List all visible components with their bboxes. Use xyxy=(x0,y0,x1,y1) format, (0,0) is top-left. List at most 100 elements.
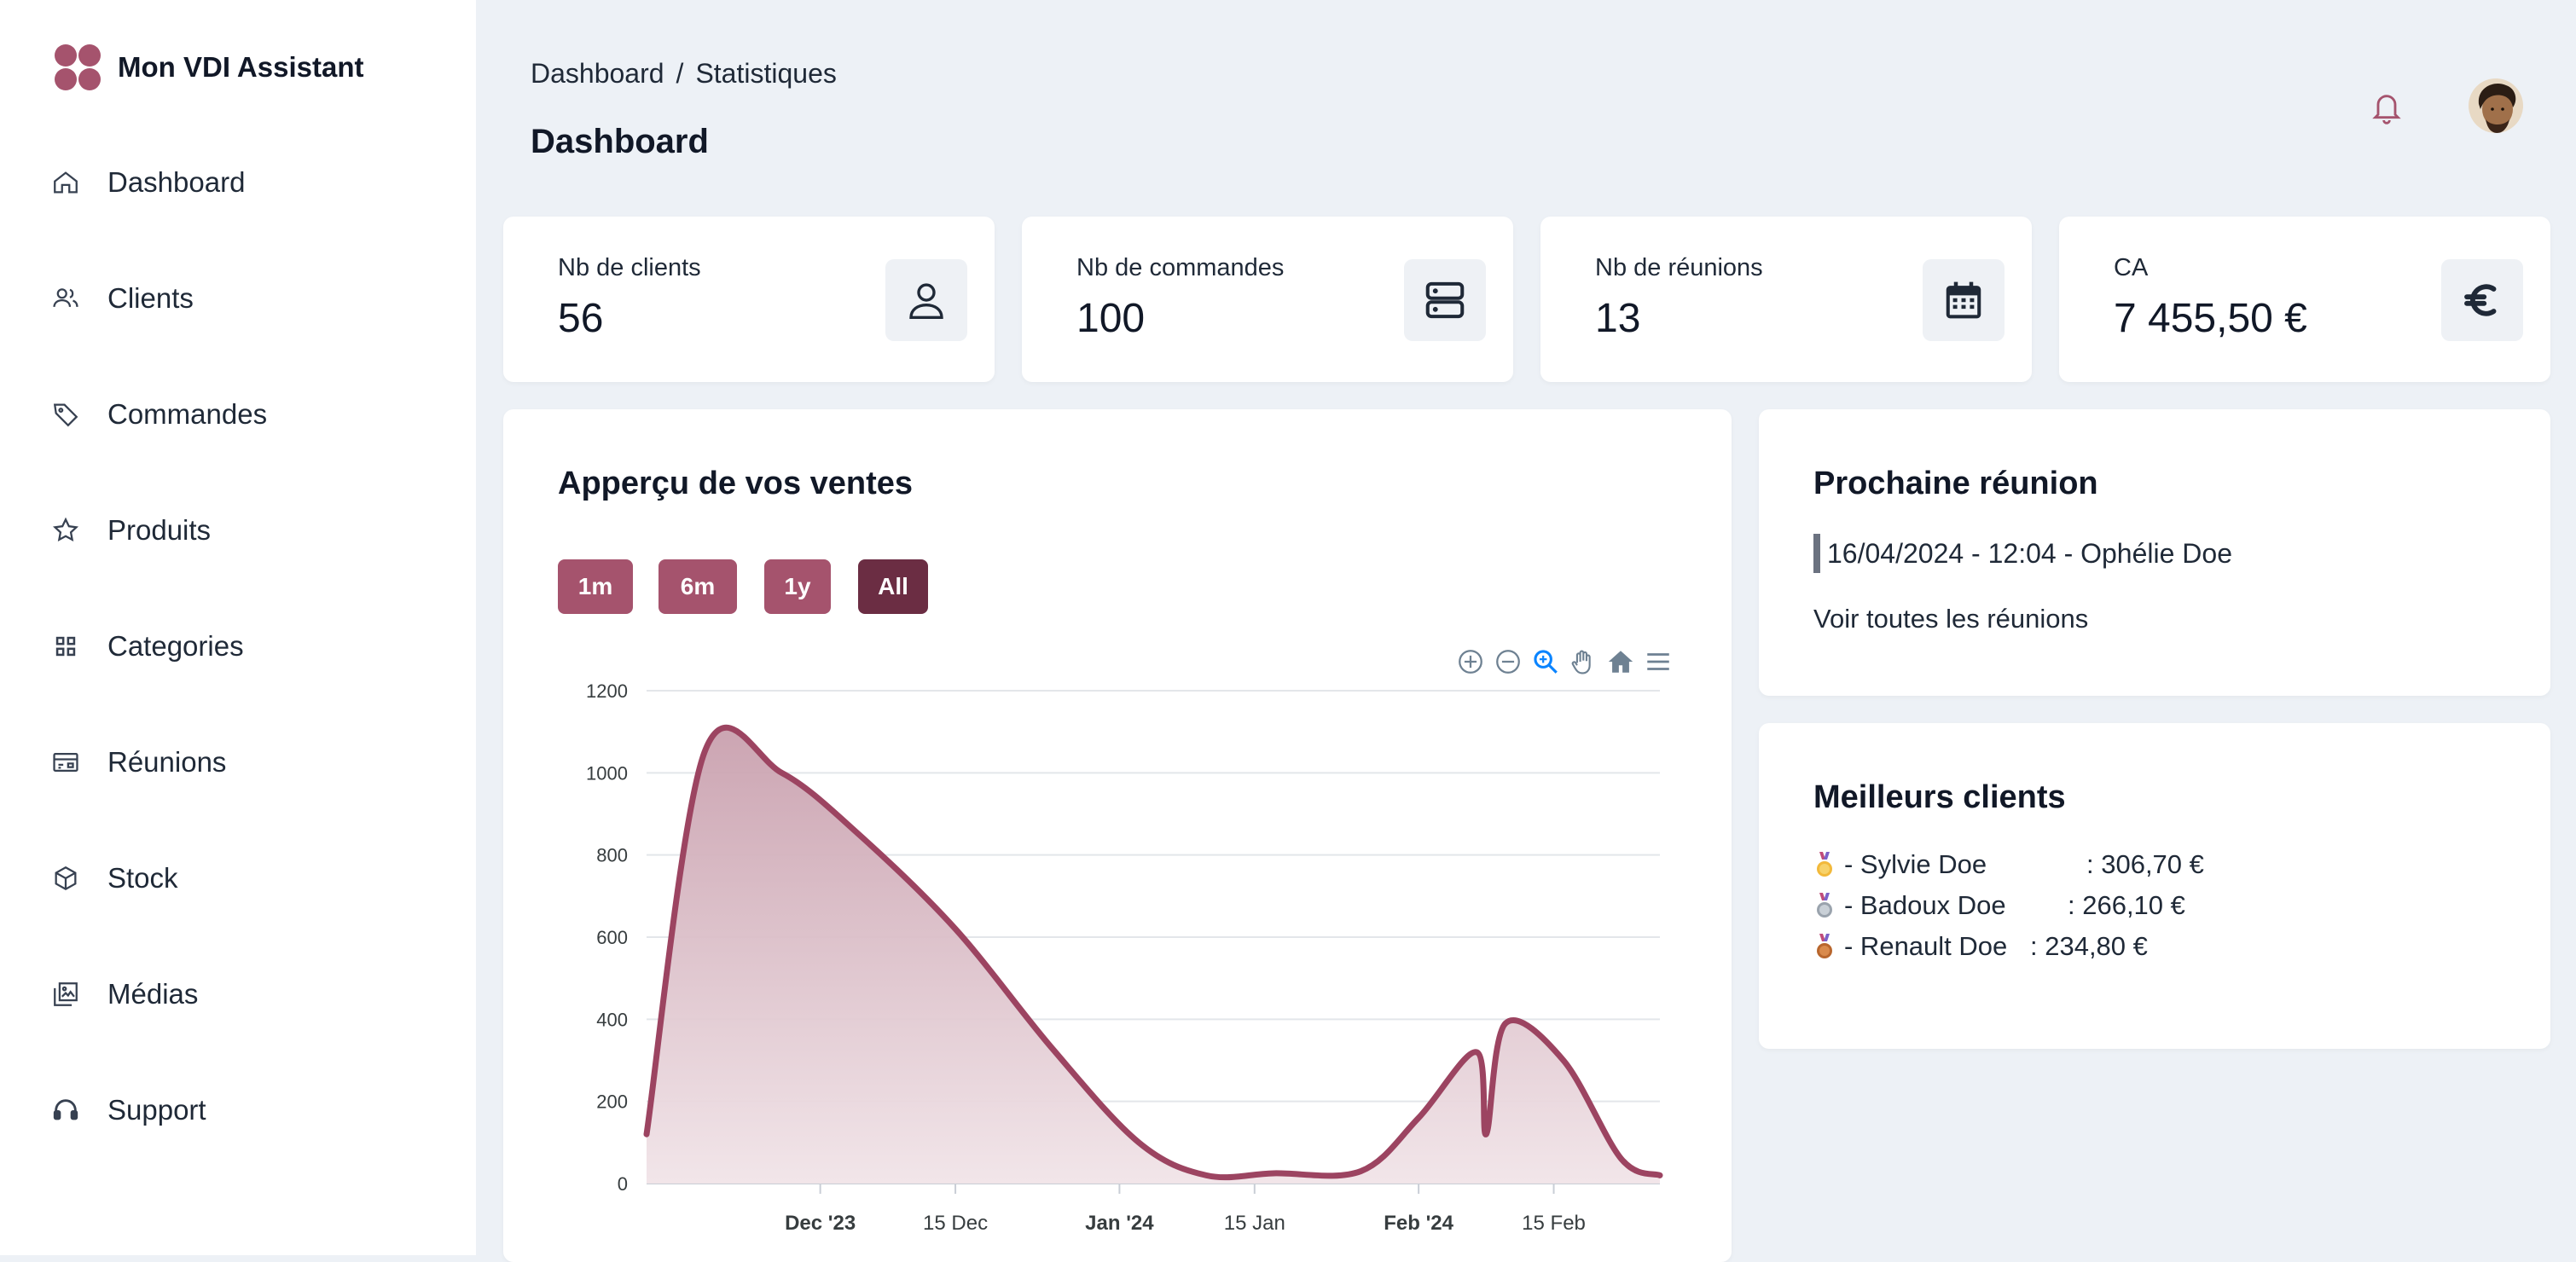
sidebar-item-label: Produits xyxy=(107,514,212,546)
stat-value: 100 xyxy=(1076,296,1146,341)
range-button-1m[interactable]: 1m xyxy=(558,559,633,614)
brand[interactable]: Mon VDI Assistant xyxy=(53,43,363,92)
stat-value: 56 xyxy=(558,296,604,341)
best-client-row[interactable]: - Badoux Doe : 266,10 € xyxy=(1813,890,2185,921)
users-icon xyxy=(51,284,80,313)
stat-value: 7 455,50 € xyxy=(2114,296,2307,341)
y-tick-label: 400 xyxy=(596,1009,628,1030)
stat-card-commandes: Nb de commandes 100 xyxy=(1022,217,1513,382)
sales-overview-card: Apperçu de vos ventes 1m 6m 1y All xyxy=(503,409,1732,1262)
best-client-row[interactable]: - Sylvie Doe : 306,70 € xyxy=(1813,849,2204,880)
sidebar-item-reunions[interactable]: Réunions xyxy=(51,737,226,788)
pan-hand-icon[interactable] xyxy=(1568,646,1598,677)
sidebar-item-label: Dashboard xyxy=(107,166,246,198)
sales-chart: 0 200 400 600 800 1000 1200 Dec '23 15 Dec Jan '… xyxy=(586,680,1663,1235)
stat-value: 13 xyxy=(1595,296,1641,341)
meeting-indicator-bar xyxy=(1813,534,1820,573)
y-tick-label: 800 xyxy=(596,845,628,866)
sidebar-item-categories[interactable]: Categories xyxy=(51,621,244,672)
sidebar-item-clients[interactable]: Clients xyxy=(51,273,194,324)
menu-icon[interactable] xyxy=(1643,646,1674,677)
breadcrumb-separator: / xyxy=(676,58,684,89)
stat-label: CA xyxy=(2114,254,2149,281)
avatar[interactable] xyxy=(2469,78,2523,133)
y-tick-label: 600 xyxy=(596,927,628,948)
breadcrumb-root[interactable]: Dashboard xyxy=(531,58,664,89)
zoom-in-icon[interactable] xyxy=(1455,646,1486,677)
card-icon xyxy=(51,748,80,777)
chart-toolbar xyxy=(1448,646,1674,677)
sidebar-item-label: Commandes xyxy=(107,398,268,430)
next-meeting-text: 16/04/2024 - 12:04 - Ophélie Doe xyxy=(1827,537,2232,569)
sidebar-item-dashboard[interactable]: Dashboard xyxy=(51,157,245,208)
page-title: Dashboard xyxy=(531,123,709,160)
y-tick-label: 0 xyxy=(618,1173,628,1195)
stat-card-clients: Nb de clients 56 xyxy=(503,217,995,382)
avatar-photo xyxy=(2469,78,2523,133)
user-icon xyxy=(885,259,967,341)
sidebar-item-produits[interactable]: Produits xyxy=(51,505,211,556)
selection-zoom-icon[interactable] xyxy=(1530,646,1561,677)
stat-label: Nb de réunions xyxy=(1595,254,1763,281)
range-button-all[interactable]: All xyxy=(858,559,928,614)
zoom-out-icon[interactable] xyxy=(1493,646,1523,677)
x-tick-label: 15 Dec xyxy=(923,1212,988,1235)
reset-home-icon[interactable] xyxy=(1605,646,1636,677)
box-icon xyxy=(51,864,80,893)
best-clients-title: Meilleurs clients xyxy=(1813,779,2066,815)
sidebar-item-label: Support xyxy=(107,1094,206,1126)
sidebar-item-label: Stock xyxy=(107,862,178,894)
calendar-icon xyxy=(1923,259,2005,341)
x-tick-label: Dec '23 xyxy=(785,1212,856,1235)
all-meetings-link[interactable]: Voir toutes les réunions xyxy=(1813,604,2089,634)
images-icon xyxy=(51,980,80,1009)
tag-icon xyxy=(51,400,80,429)
bronze-medal-icon xyxy=(1817,934,1832,958)
euro-icon xyxy=(2441,259,2523,341)
chart-y-axis: 0 200 400 600 800 1000 1200 xyxy=(586,680,628,1195)
server-icon xyxy=(1404,259,1486,341)
sidebar-item-support[interactable]: Support xyxy=(51,1085,206,1136)
best-client-amount: : 306,70 € xyxy=(2086,849,2204,879)
best-client-row[interactable]: - Renault Doe : 234,80 € xyxy=(1813,931,2148,962)
next-meeting[interactable]: 16/04/2024 - 12:04 - Ophélie Doe xyxy=(1813,534,2232,573)
sidebar-item-label: Clients xyxy=(107,282,194,314)
chart-series-line xyxy=(643,724,1663,1181)
sales-title: Apperçu de vos ventes xyxy=(558,466,914,501)
meeting-title: Prochaine réunion xyxy=(1813,466,2098,501)
chart-x-axis: Dec '23 15 Dec Jan '24 15 Jan Feb '24 15 Feb xyxy=(785,1184,1586,1235)
x-tick-label: Feb '24 xyxy=(1384,1212,1453,1235)
gold-medal-icon xyxy=(1817,852,1832,877)
stat-card-ca: CA 7 455,50 € xyxy=(2059,217,2550,382)
home-icon xyxy=(51,168,80,197)
best-client-amount: : 266,10 € xyxy=(2068,890,2185,920)
breadcrumb: Dashboard / Statistiques xyxy=(531,58,837,90)
sidebar-item-label: Réunions xyxy=(107,746,227,778)
stat-label: Nb de commandes xyxy=(1076,254,1285,281)
sidebar-item-label: Categories xyxy=(107,630,244,662)
grid-icon xyxy=(51,632,80,661)
star-icon xyxy=(51,516,80,545)
sidebar: Mon VDI Assistant Dashboard Clients Comm… xyxy=(0,0,476,1255)
sidebar-item-label: Médias xyxy=(107,978,199,1010)
best-client-amount: : 234,80 € xyxy=(2030,931,2148,961)
brand-logo-icon xyxy=(55,44,101,90)
sidebar-item-stock[interactable]: Stock xyxy=(51,853,178,904)
range-button-6m[interactable]: 6m xyxy=(659,559,737,614)
brand-name: Mon VDI Assistant xyxy=(118,51,364,83)
x-tick-label: 15 Jan xyxy=(1224,1212,1285,1235)
y-tick-label: 1000 xyxy=(586,762,628,784)
headset-icon xyxy=(51,1096,80,1125)
stat-label: Nb de clients xyxy=(558,254,701,281)
breadcrumb-current: Statistiques xyxy=(695,58,837,89)
chart-area-fill xyxy=(647,727,1660,1184)
bell-icon[interactable] xyxy=(2370,89,2404,126)
best-client-name: - Sylvie Doe xyxy=(1844,849,1987,879)
range-button-1y[interactable]: 1y xyxy=(764,559,831,614)
y-tick-label: 1200 xyxy=(586,680,628,702)
stat-card-reunions: Nb de réunions 13 xyxy=(1540,217,2032,382)
sidebar-item-commandes[interactable]: Commandes xyxy=(51,389,267,440)
best-client-name: - Badoux Doe xyxy=(1844,890,2006,920)
sidebar-item-medias[interactable]: Médias xyxy=(51,969,198,1020)
best-client-name: - Renault Doe xyxy=(1844,931,2008,961)
